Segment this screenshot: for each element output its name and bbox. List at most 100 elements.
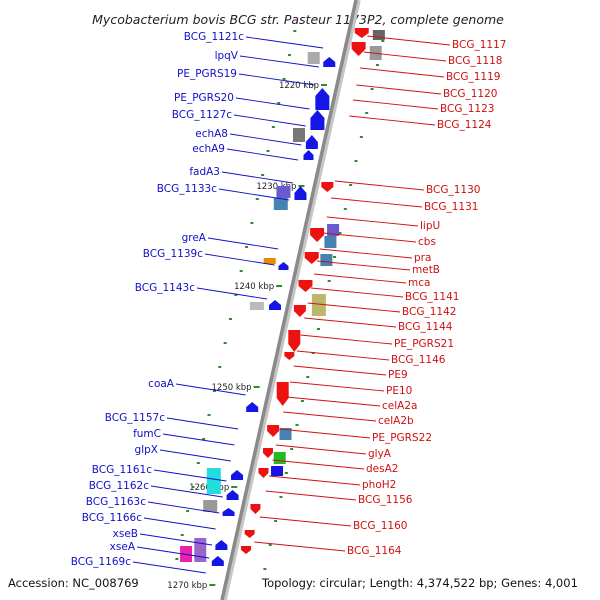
reverse-gene-arrow: [288, 330, 301, 352]
reverse-label-leader: [310, 287, 404, 298]
gene-dot: [349, 184, 353, 186]
gene-dot: [268, 544, 272, 546]
forward-gene-arrow: [226, 490, 239, 500]
forward-gene-arrow: [222, 508, 235, 516]
gene-dot: [300, 400, 304, 402]
gene-dot: [207, 414, 211, 416]
reverse-gene-arrow: [321, 182, 334, 192]
forward-gene-label: echA9: [192, 143, 225, 155]
kbp-tick-label: 1240 kbp: [234, 282, 274, 292]
gene-dot: [327, 280, 331, 282]
gene-dot: [290, 448, 294, 450]
gene-dot: [180, 534, 184, 536]
reverse-label-leader: [289, 381, 385, 392]
reverse-label-leader: [307, 302, 401, 313]
forward-gene-label: BCG_1157c: [105, 412, 165, 424]
forward-label-leader: [245, 36, 324, 49]
forward-gene-arrow: [303, 150, 314, 160]
feature-block: [311, 294, 326, 316]
reverse-gene-label: pra: [414, 252, 431, 264]
reverse-label-leader: [293, 365, 387, 376]
forward-label-leader: [204, 253, 275, 266]
reverse-gene-label: BCG_1120: [443, 88, 497, 100]
gene-dot: [234, 294, 238, 296]
reverse-gene-arrow: [267, 425, 280, 437]
genome-backbone: [220, 0, 361, 600]
genome-summary-text: Topology: circular; Length: 4,374,522 bp…: [261, 576, 578, 590]
forward-label-leader: [175, 383, 246, 396]
reverse-gene-label: cbs: [418, 236, 436, 248]
reverse-gene-label: BCG_1142: [402, 306, 456, 318]
reverse-label-leader: [367, 35, 451, 46]
reverse-label-leader: [326, 216, 419, 227]
forward-gene-label: BCG_1127c: [172, 109, 232, 121]
reverse-gene-arrow: [284, 352, 295, 360]
feature-block: [271, 466, 284, 476]
feature-block: [276, 186, 291, 198]
forward-label-leader: [233, 114, 306, 127]
gene-dot: [196, 462, 200, 464]
accession-text: Accession: NC_008769: [8, 576, 139, 590]
reverse-gene-label: BCG_1118: [448, 55, 502, 67]
gene-dot: [228, 318, 232, 320]
gene-dot: [239, 270, 243, 272]
forward-gene-label: fumC: [133, 428, 161, 440]
reverse-gene-label: BCG_1130: [426, 184, 480, 196]
reverse-gene-label: BCG_1156: [358, 494, 413, 506]
reverse-label-leader: [304, 317, 397, 328]
reverse-gene-label: PE_PGRS21: [394, 338, 454, 350]
forward-gene-arrow: [215, 540, 228, 550]
feature-block: [327, 224, 340, 236]
gene-dot: [284, 472, 288, 474]
backbone-line: [220, 0, 358, 600]
kbp-tick-label: 1230 kbp: [256, 182, 296, 192]
reverse-gene-label: BCG_1164: [347, 545, 402, 557]
forward-label-leader: [159, 449, 231, 462]
gene-dot: [333, 256, 337, 258]
gene-dot: [375, 64, 379, 66]
forward-label-leader: [226, 148, 299, 161]
gene-dot: [261, 174, 265, 176]
reverse-gene-arrow: [262, 448, 273, 458]
gene-dot: [282, 78, 286, 80]
feature-block: [273, 452, 286, 464]
gene-dot: [266, 150, 270, 152]
reverse-gene-label: PE_PGRS22: [372, 432, 432, 444]
forward-gene-label: BCG_1163c: [86, 496, 146, 508]
gene-dot: [343, 208, 347, 210]
reverse-gene-arrow: [298, 280, 313, 292]
reverse-label-leader: [331, 197, 423, 208]
reverse-label-leader: [363, 51, 447, 62]
forward-gene-label: xseB: [113, 528, 138, 540]
gene-dot: [293, 30, 297, 32]
gene-features: [180, 28, 385, 566]
gene-dots: [175, 30, 385, 570]
reverse-gene-label: BCG_1146: [391, 354, 446, 366]
gene-dot: [218, 366, 222, 368]
gene-dot: [175, 558, 179, 560]
forward-gene-label: BCG_1121c: [184, 31, 244, 43]
reverse-label-leader: [272, 459, 365, 470]
forward-label-leader: [136, 546, 210, 559]
gene-labels: BCG_1121c lpqV PE_PGRS19 PE_PGRS20 BCG_1127c…: [71, 31, 507, 568]
forward-label-leader: [207, 237, 279, 250]
gene-dot: [255, 198, 259, 200]
gene-dot: [271, 126, 275, 128]
forward-label-leader: [238, 73, 315, 86]
forward-label-leader: [147, 501, 220, 514]
reverse-label-leader: [356, 84, 442, 95]
kbp-tick-label: 1270 kbp: [167, 581, 207, 591]
gene-dot: [202, 438, 206, 440]
forward-label-leader: [150, 485, 223, 498]
feature-block: [320, 254, 333, 266]
feature-block: [180, 546, 193, 562]
reverse-label-leader: [268, 475, 361, 486]
forward-label-leader: [218, 188, 290, 201]
forward-label-leader: [166, 417, 239, 430]
reverse-label-leader: [352, 99, 439, 110]
reverse-gene-label: PE9: [388, 369, 408, 381]
forward-gene-label: xseA: [110, 541, 136, 553]
reverse-label-leader: [319, 248, 413, 259]
reverse-label-leader: [254, 541, 346, 552]
